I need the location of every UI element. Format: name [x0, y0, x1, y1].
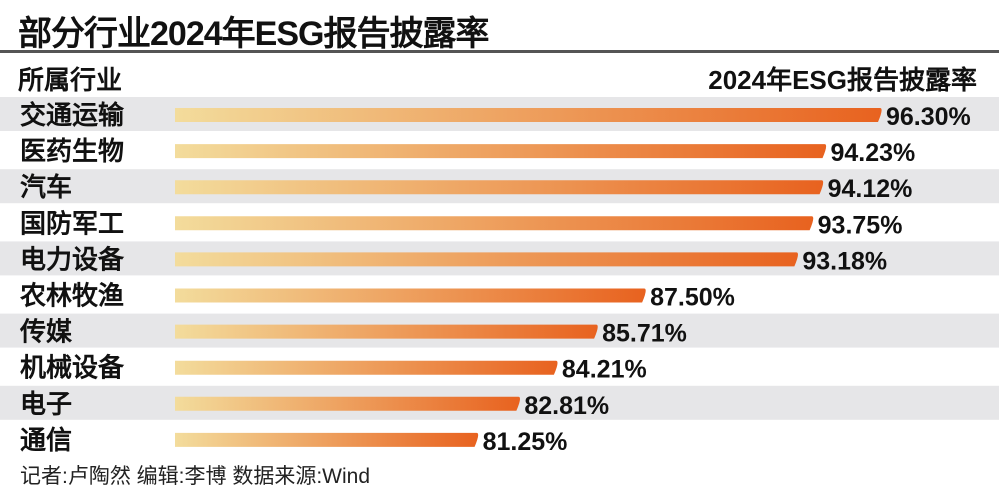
category-label: 电力设备 — [20, 244, 125, 274]
category-label: 交通运输 — [20, 100, 125, 130]
category-label: 通信 — [20, 425, 72, 455]
category-header: 所属行业 — [18, 65, 123, 95]
category-label: 农林牧渔 — [19, 281, 124, 311]
value-label: 94.12% — [828, 175, 913, 203]
value-label: 93.75% — [818, 211, 903, 239]
category-label: 医药生物 — [20, 136, 124, 166]
value-label: 84.21% — [562, 356, 647, 384]
bar — [175, 144, 827, 159]
category-label: 汽车 — [20, 172, 72, 202]
footer-credits: 记者:卢陶然 编辑:李博 数据来源:Wind — [20, 465, 371, 488]
category-label: 电子 — [20, 389, 72, 419]
bar — [175, 396, 520, 411]
bar — [175, 252, 798, 267]
value-label: 94.23% — [831, 139, 916, 167]
chart-title: 部分行业2024年ESG报告披露率 — [18, 15, 489, 53]
value-label: 81.25% — [483, 428, 568, 456]
bar — [175, 108, 882, 122]
value-header: 2024年ESG报告披露率 — [708, 65, 977, 95]
bar — [175, 324, 598, 339]
bar — [175, 180, 824, 195]
value-label: 82.81% — [524, 392, 609, 420]
bar — [175, 432, 479, 447]
bar — [175, 216, 814, 231]
category-label: 国防军工 — [20, 208, 124, 238]
bar — [175, 288, 646, 303]
value-label: 93.18% — [802, 247, 887, 275]
bar — [175, 360, 558, 375]
title-divider — [0, 50, 999, 53]
value-label: 87.50% — [650, 284, 735, 312]
category-label: 机械设备 — [20, 353, 125, 383]
category-label: 传媒 — [19, 317, 73, 347]
value-label: 85.71% — [602, 320, 687, 348]
value-label: 96.30% — [886, 103, 971, 131]
